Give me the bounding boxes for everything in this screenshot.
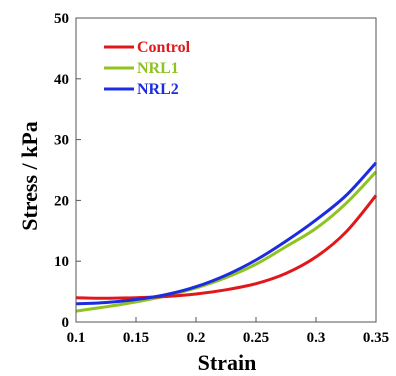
legend-label-nrl2: NRL2: [137, 81, 179, 98]
y-tick-label: 40: [54, 72, 69, 88]
x-tick-label: 0.35: [363, 330, 389, 346]
y-tick-label: 0: [62, 315, 70, 331]
x-axis-title: Strain: [198, 350, 257, 375]
y-tick-label: 50: [54, 11, 69, 27]
y-tick-label: 10: [54, 254, 69, 270]
series-line-nrl2: [75, 161, 378, 306]
y-tick-label: 20: [54, 193, 69, 209]
series-line-nrl1: [75, 170, 378, 313]
x-tick-label: 0.3: [307, 330, 326, 346]
legend-label-control: Control: [137, 39, 191, 56]
axis-ticks: [75, 17, 377, 323]
x-tick-labels: 0.1 0.15 0.2 0.25 0.3 0.35: [67, 330, 390, 346]
x-tick-label: 0.25: [243, 330, 269, 346]
y-axis-title: Stress / kPa: [17, 121, 42, 231]
x-tick-label: 0.1: [67, 330, 86, 346]
x-tick-label: 0.15: [123, 330, 149, 346]
legend-label-nrl1: NRL1: [137, 60, 179, 77]
y-tick-labels: 0 10 20 30 40 50: [54, 11, 69, 331]
plot-frame: [75, 17, 377, 323]
x-tick-label: 0.2: [187, 330, 206, 346]
y-tick-label: 30: [54, 133, 69, 149]
legend: Control NRL1 NRL2: [104, 39, 191, 98]
series-lines: [75, 161, 378, 313]
series-line-control: [75, 194, 378, 300]
